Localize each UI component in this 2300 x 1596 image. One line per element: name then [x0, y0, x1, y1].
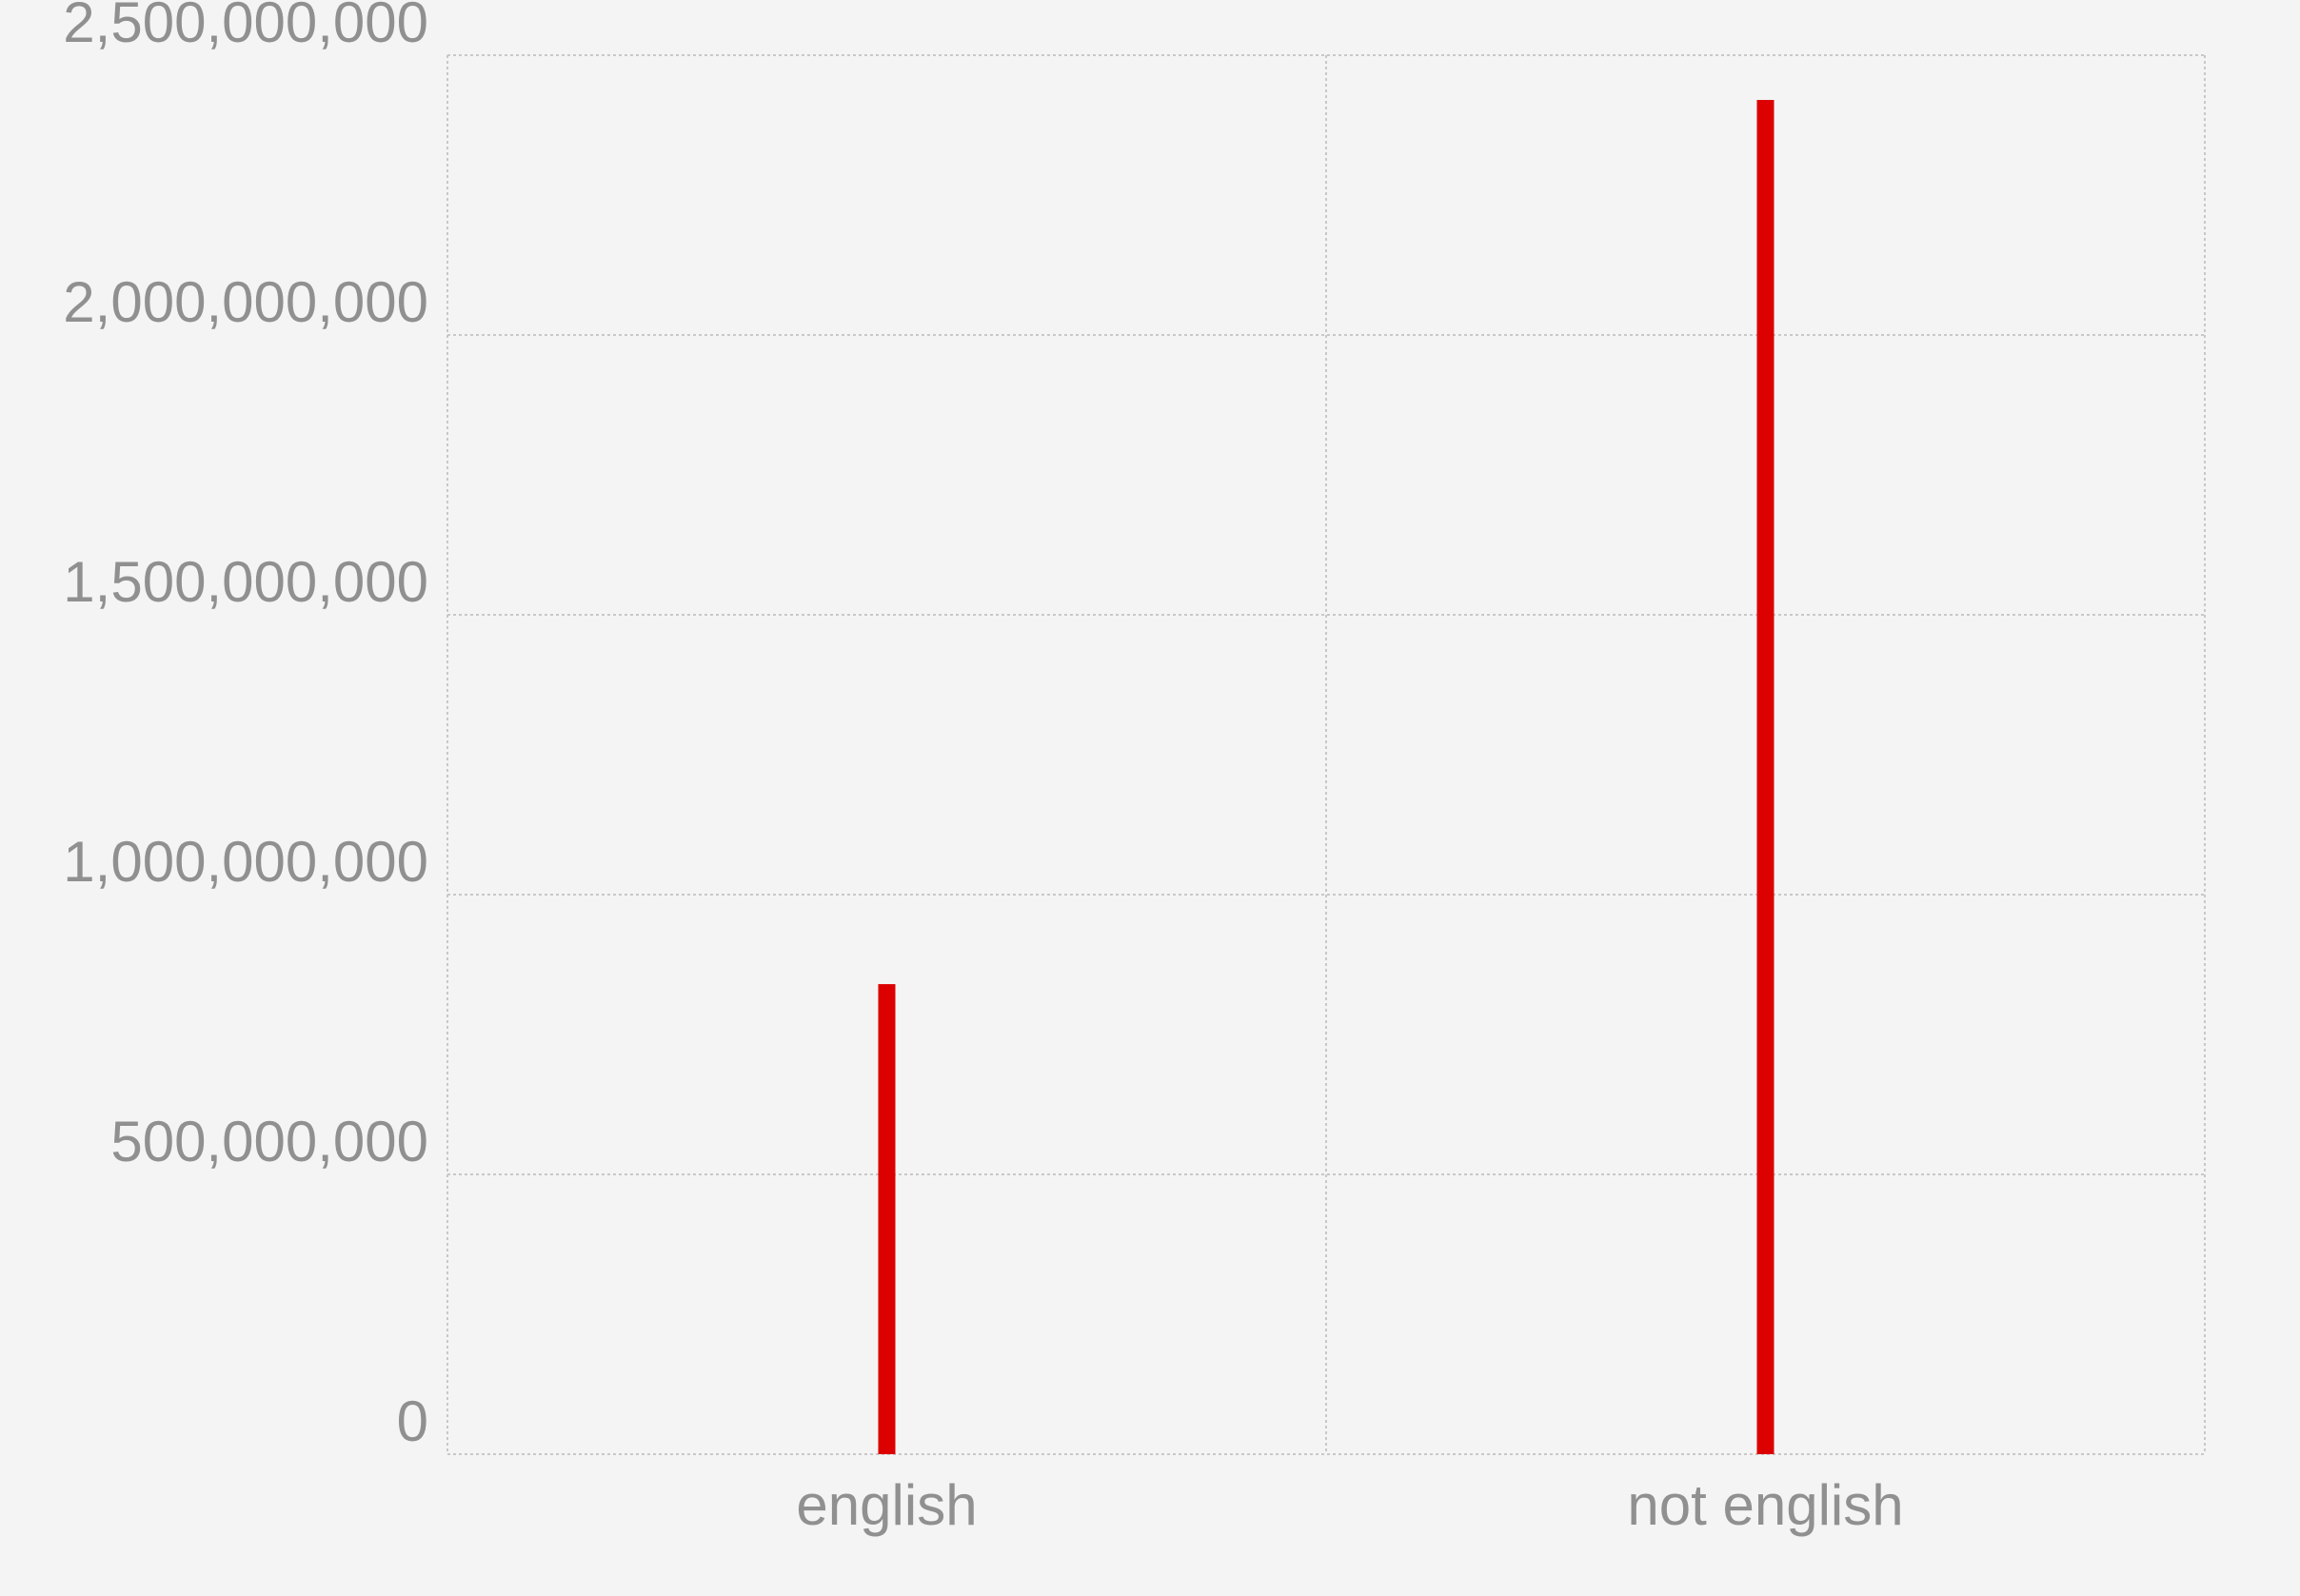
y-axis-tick-labels: 0 500,000,000 1,000,000,000 1,500,000,000 2,… [63, 0, 428, 1453]
bar-english [878, 984, 896, 1454]
y-tick-label: 1,500,000,000 [63, 550, 428, 614]
y-tick-label: 500,000,000 [110, 1110, 428, 1173]
y-tick-label: 2,500,000,000 [63, 0, 428, 54]
bar-not-english [1756, 100, 1775, 1454]
x-tick-label: english [796, 1473, 977, 1537]
grid-layer [446, 54, 2206, 1455]
y-tick-label: 2,000,000,000 [63, 270, 428, 334]
y-tick-label: 1,000,000,000 [63, 830, 428, 894]
x-axis-tick-labels: english not english [796, 1473, 1903, 1537]
bar-layer [878, 100, 1775, 1454]
x-tick-label: not english [1627, 1473, 1903, 1537]
y-tick-label: 0 [397, 1389, 428, 1453]
